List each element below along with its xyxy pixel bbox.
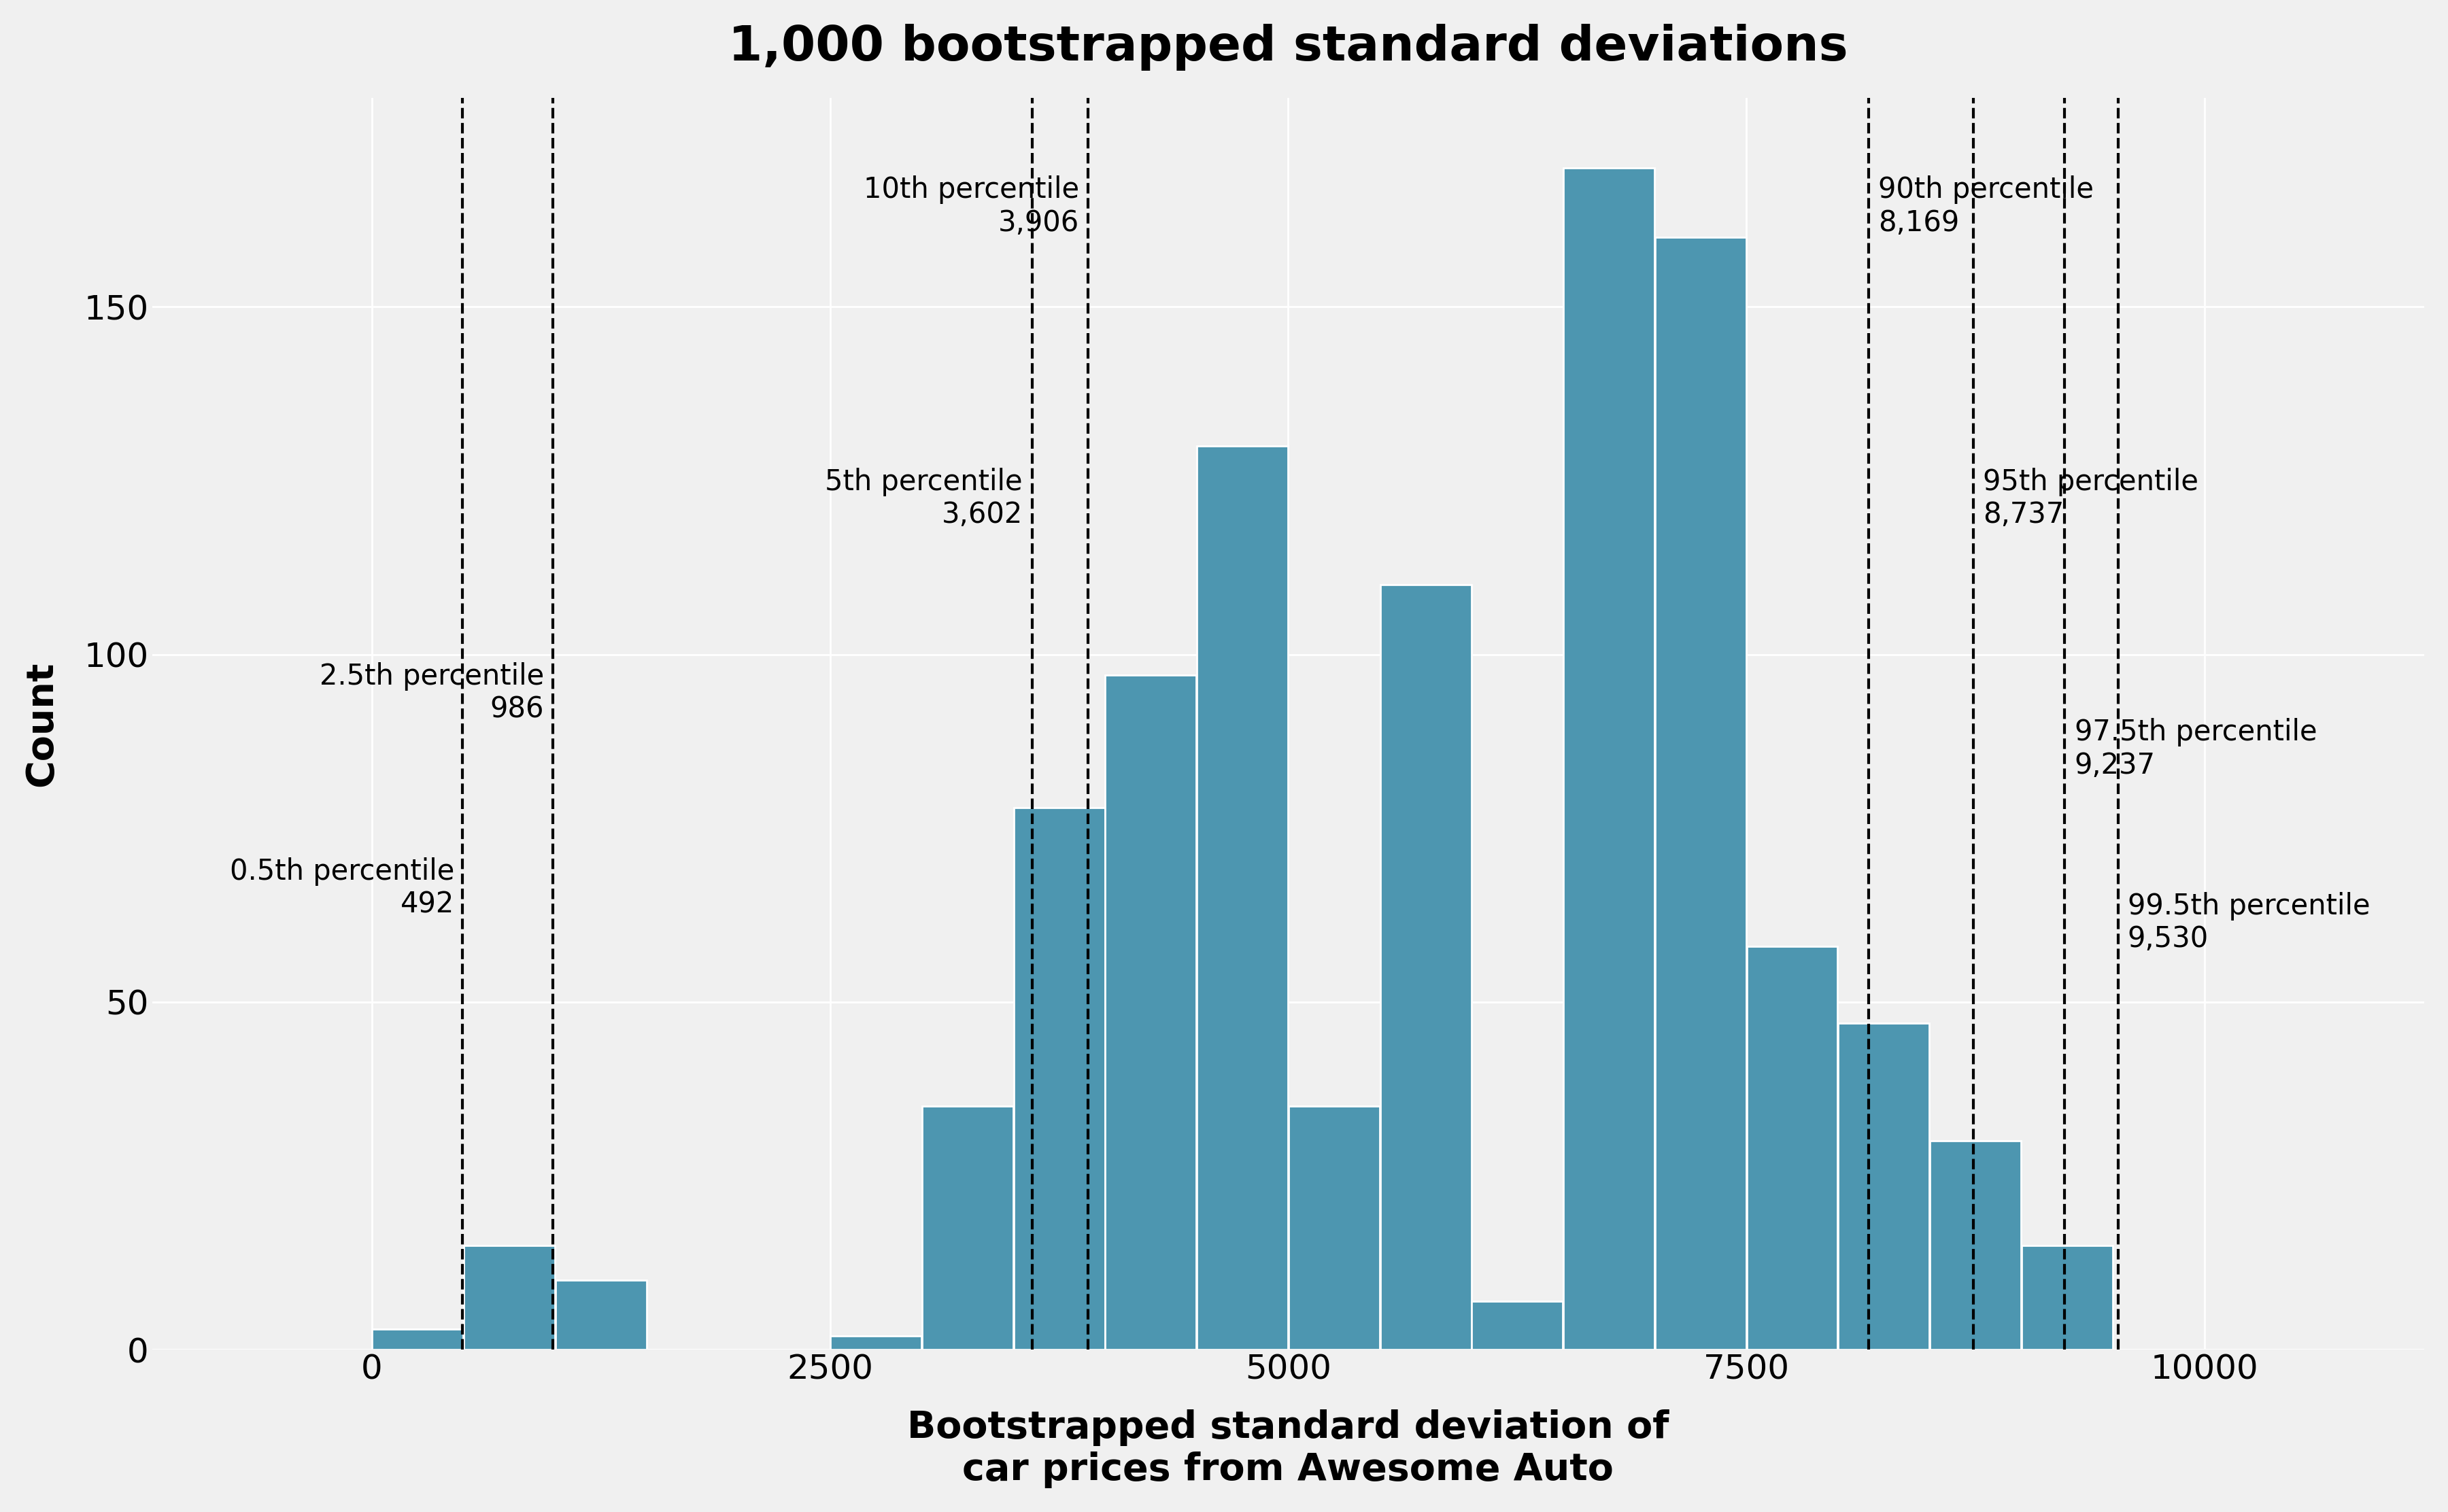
- Text: 10th percentile
3,906: 10th percentile 3,906: [864, 175, 1080, 237]
- Text: 5th percentile
3,602: 5th percentile 3,602: [825, 467, 1023, 529]
- Bar: [1013, 807, 1104, 1350]
- Bar: [1104, 676, 1197, 1350]
- Text: 97.5th percentile
9,237: 97.5th percentile 9,237: [2073, 718, 2316, 780]
- Bar: [1838, 1024, 1929, 1350]
- Text: 99.5th percentile
9,530: 99.5th percentile 9,530: [2127, 892, 2370, 954]
- Bar: [1745, 947, 1838, 1350]
- Text: 95th percentile
8,737: 95th percentile 8,737: [1983, 467, 2198, 529]
- Bar: [1288, 1107, 1381, 1350]
- Bar: [1655, 237, 1745, 1350]
- Text: 0.5th percentile
492: 0.5th percentile 492: [230, 857, 455, 919]
- Bar: [2022, 1246, 2113, 1350]
- Bar: [372, 1329, 463, 1350]
- Bar: [1381, 585, 1471, 1350]
- Bar: [923, 1107, 1013, 1350]
- Y-axis label: Count: Count: [24, 661, 61, 786]
- Bar: [830, 1335, 920, 1350]
- X-axis label: Bootstrapped standard deviation of
car prices from Awesome Auto: Bootstrapped standard deviation of car p…: [908, 1409, 1670, 1488]
- Title: 1,000 bootstrapped standard deviations: 1,000 bootstrapped standard deviations: [730, 24, 1848, 71]
- Bar: [1471, 1300, 1562, 1350]
- Text: 90th percentile
8,169: 90th percentile 8,169: [1878, 175, 2093, 237]
- Bar: [1564, 168, 1655, 1350]
- Bar: [556, 1281, 646, 1350]
- Bar: [463, 1246, 556, 1350]
- Text: 2.5th percentile
986: 2.5th percentile 986: [321, 662, 543, 724]
- Bar: [1197, 446, 1288, 1350]
- Bar: [1929, 1142, 2022, 1350]
